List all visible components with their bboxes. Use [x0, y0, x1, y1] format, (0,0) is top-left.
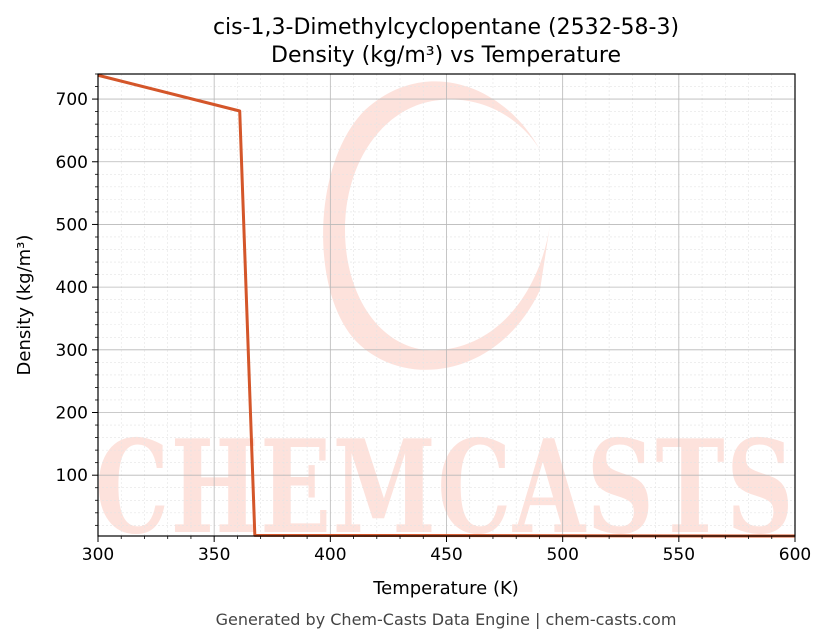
y-tick-label: 200 [56, 404, 88, 424]
watermark-logo: CHEMCASTS [95, 81, 793, 563]
x-tick-label: 450 [430, 545, 462, 565]
y-tick-label: 100 [56, 466, 88, 486]
x-tick-label: 600 [779, 545, 811, 565]
x-tick-label: 300 [82, 545, 114, 565]
x-tick-label: 550 [663, 545, 695, 565]
y-tick-label: 400 [56, 278, 88, 298]
y-tick-label: 700 [56, 90, 88, 110]
x-axis-label: Temperature (K) [372, 578, 519, 599]
footer-credit: Generated by Chem-Casts Data Engine | ch… [216, 610, 677, 629]
y-tick-label: 500 [56, 215, 88, 235]
y-axis: 100 200 300 400 500 600 700 [56, 73, 98, 526]
x-tick-label: 500 [546, 545, 578, 565]
chart-title-line2: Density (kg/m³) vs Temperature [271, 43, 621, 68]
x-tick-label: 400 [314, 545, 346, 565]
x-tick-label: 350 [198, 545, 230, 565]
y-tick-label: 600 [56, 153, 88, 173]
x-axis: 300 350 400 450 500 550 600 [82, 536, 811, 565]
y-axis-label: Density (kg/m³) [14, 235, 35, 376]
chart-title-line1: cis-1,3-Dimethylcyclopentane (2532-58-3) [213, 15, 679, 40]
y-tick-label: 300 [56, 341, 88, 361]
